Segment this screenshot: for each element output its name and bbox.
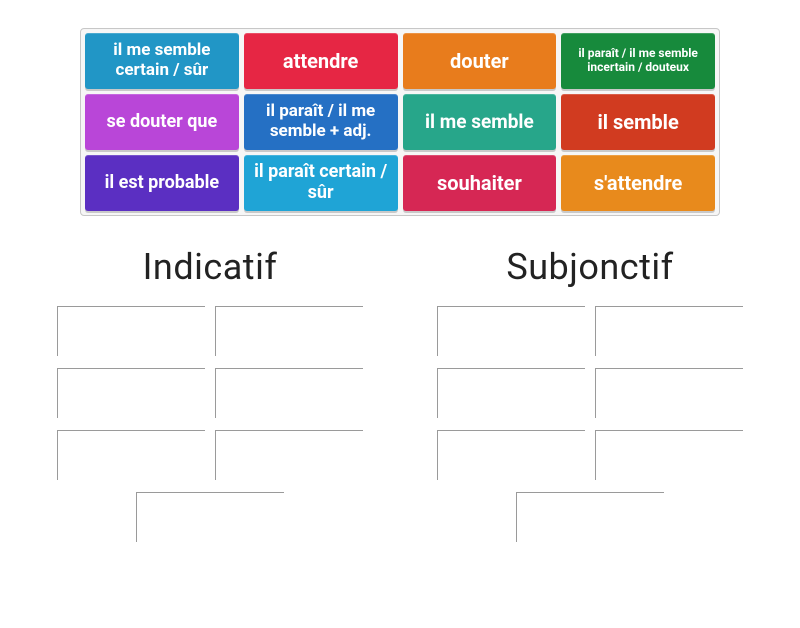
draggable-tile[interactable]: s'attendre	[561, 155, 715, 211]
slot-grid-right	[437, 306, 743, 480]
drop-slot[interactable]	[215, 430, 363, 480]
draggable-tile[interactable]: il me semble certain / sûr	[85, 33, 239, 89]
draggable-tile[interactable]: douter	[403, 33, 557, 89]
drop-slot[interactable]	[215, 368, 363, 418]
tile-tray: il me semble certain / sûrattendredouter…	[80, 28, 720, 216]
column-indicatif: Indicatif	[55, 246, 365, 542]
column-title-left: Indicatif	[143, 246, 278, 288]
drop-slot[interactable]	[437, 368, 585, 418]
slot-grid-left	[57, 306, 363, 480]
draggable-tile[interactable]: se douter que	[85, 94, 239, 150]
drop-slot[interactable]	[57, 306, 205, 356]
slot-last-row-right	[516, 492, 664, 542]
drop-slot[interactable]	[595, 430, 743, 480]
column-title-right: Subjonctif	[506, 246, 673, 288]
drop-slot[interactable]	[516, 492, 664, 542]
draggable-tile[interactable]: il semble	[561, 94, 715, 150]
drop-area: Indicatif Subjonctif	[0, 246, 800, 542]
drop-slot[interactable]	[57, 368, 205, 418]
draggable-tile[interactable]: il est probable	[85, 155, 239, 211]
draggable-tile[interactable]: il paraît / il me semble + adj.	[244, 94, 398, 150]
drop-slot[interactable]	[595, 306, 743, 356]
drop-slot[interactable]	[57, 430, 205, 480]
drop-slot[interactable]	[136, 492, 284, 542]
draggable-tile[interactable]: il me semble	[403, 94, 557, 150]
drop-slot[interactable]	[437, 430, 585, 480]
drop-slot[interactable]	[437, 306, 585, 356]
draggable-tile[interactable]: attendre	[244, 33, 398, 89]
column-subjonctif: Subjonctif	[435, 246, 745, 542]
draggable-tile[interactable]: il paraît certain / sûr	[244, 155, 398, 211]
slot-last-row-left	[136, 492, 284, 542]
draggable-tile[interactable]: souhaiter	[403, 155, 557, 211]
drop-slot[interactable]	[215, 306, 363, 356]
drop-slot[interactable]	[595, 368, 743, 418]
draggable-tile[interactable]: il paraît / il me semble incertain / dou…	[561, 33, 715, 89]
